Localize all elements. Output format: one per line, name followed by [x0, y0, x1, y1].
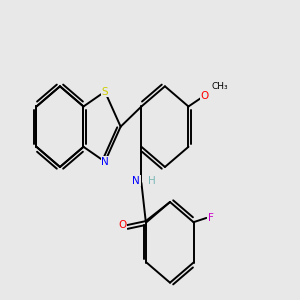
Text: CH₃: CH₃	[212, 82, 228, 91]
Text: N: N	[132, 176, 140, 186]
Text: H: H	[148, 176, 155, 186]
Text: S: S	[102, 87, 108, 97]
Text: O: O	[200, 91, 208, 101]
Text: F: F	[208, 213, 214, 223]
Text: N: N	[101, 157, 109, 167]
Text: O: O	[119, 220, 127, 230]
